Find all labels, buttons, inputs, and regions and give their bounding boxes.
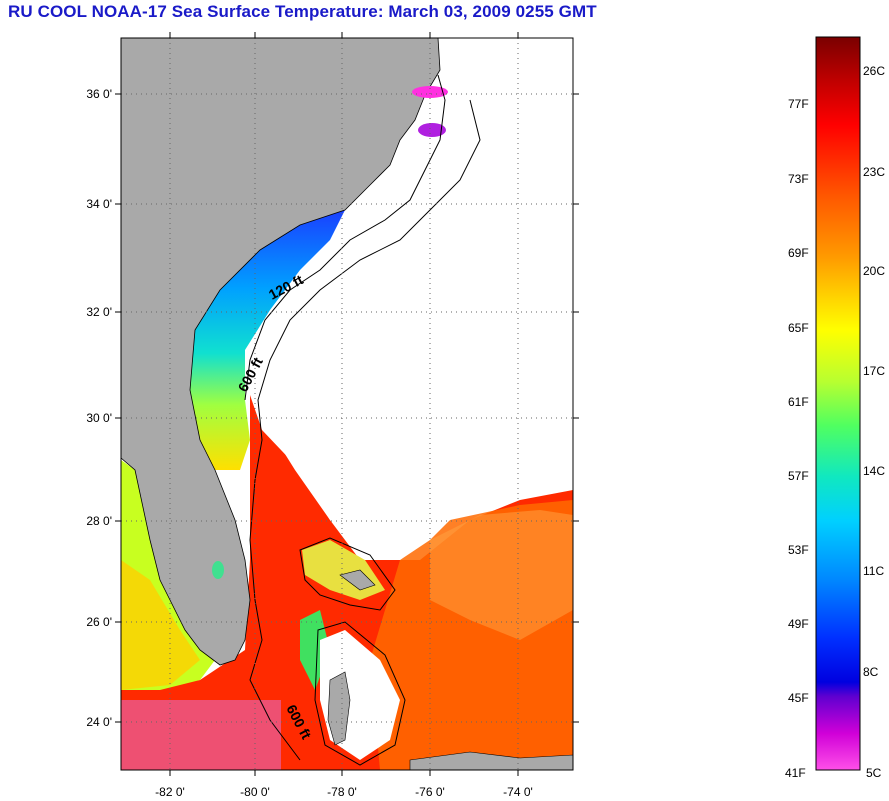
scale-c-23: 23C <box>863 165 885 179</box>
scale-f-57: 57F <box>788 469 809 483</box>
lake-okeechobee <box>212 561 224 579</box>
lon-label-78: -78 0' <box>327 785 357 799</box>
gulf-west-florida-water-2 <box>121 560 200 690</box>
scale-f-49: 49F <box>788 617 809 631</box>
land-us-southeast <box>121 38 441 666</box>
scale-f-73: 73F <box>788 172 809 186</box>
scale-c-5: 5C <box>866 766 882 780</box>
lon-label-82: -82 0' <box>155 785 185 799</box>
scale-f-65: 65F <box>788 321 809 335</box>
graticule <box>121 38 573 770</box>
land-cuba-edge <box>409 751 573 770</box>
land-bahamas-andros <box>327 671 351 746</box>
lagoon-pamlico <box>412 86 448 98</box>
coastal-cool-band <box>190 210 345 470</box>
lat-label-34: 34 0' <box>86 197 112 211</box>
colorbar <box>815 36 861 771</box>
scale-c-8: 8C <box>863 665 879 679</box>
contour-600ft <box>249 99 481 761</box>
lat-label-32: 32 0' <box>86 305 112 319</box>
keys-noise <box>121 700 281 770</box>
lat-label-36: 36 0' <box>86 87 112 101</box>
scale-f-77: 77F <box>788 97 809 111</box>
lat-label-30: 30 0' <box>86 411 112 425</box>
lon-label-80: -80 0' <box>240 785 270 799</box>
contour-bahamas <box>299 537 406 766</box>
scale-c-17: 17C <box>863 364 885 378</box>
scale-c-11: 11C <box>863 564 884 578</box>
map-frame <box>120 37 574 771</box>
scale-f-41: 41F <box>785 766 806 780</box>
lat-label-26: 26 0' <box>86 615 112 629</box>
scale-c-14: 14C <box>863 464 885 478</box>
scale-f-61: 61F <box>788 395 809 409</box>
lon-label-76: -76 0' <box>415 785 445 799</box>
lat-label-28: 28 0' <box>86 514 112 528</box>
lagoon-albemarle <box>418 123 446 137</box>
scale-f-53: 53F <box>788 543 809 557</box>
scale-f-69: 69F <box>788 246 809 260</box>
cloud-cover <box>260 95 573 560</box>
southeast-speckle <box>430 510 573 640</box>
lat-label-24: 24 0' <box>86 715 112 729</box>
chart-title: RU COOL NOAA-17 Sea Surface Temperature:… <box>8 2 597 21</box>
scale-f-45: 45F <box>788 691 809 705</box>
scale-c-26: 26C <box>863 64 885 78</box>
frame-ticks <box>115 32 579 776</box>
lon-label-74: -74 0' <box>503 785 533 799</box>
contour-120ft <box>244 74 446 401</box>
land-bahamas-grand <box>339 569 376 591</box>
scale-c-20: 20C <box>863 264 885 278</box>
